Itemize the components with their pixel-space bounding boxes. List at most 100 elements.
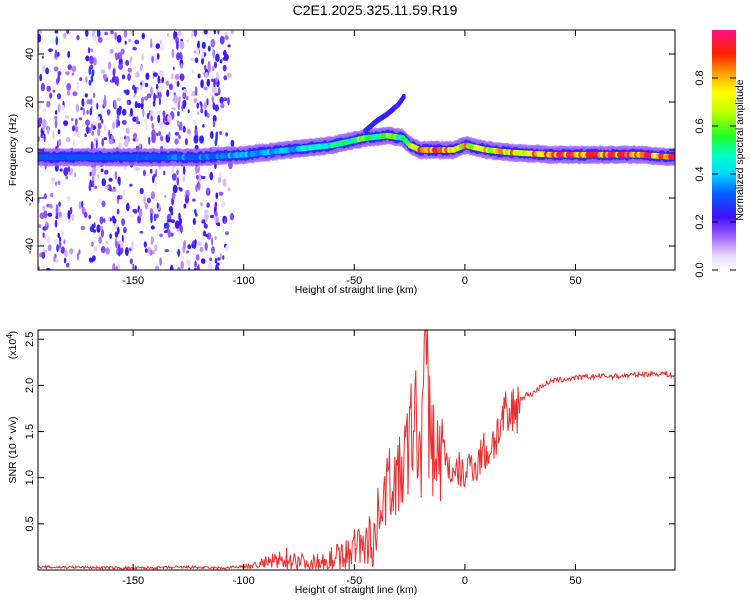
noise-speck: [188, 267, 191, 270]
noise-speck: [106, 109, 111, 115]
noise-speck: [114, 171, 118, 180]
noise-speck: [46, 203, 50, 208]
noise-speck: [212, 115, 217, 122]
noise-speck: [197, 73, 201, 79]
noise-speck: [130, 107, 133, 117]
noise-speck: [211, 237, 214, 246]
noise-speck: [107, 61, 112, 70]
noise-speck: [214, 92, 219, 97]
noise-speck: [227, 72, 232, 79]
noise-streak: [215, 211, 218, 217]
noise-speck: [74, 172, 77, 177]
noise-streak: [177, 121, 181, 126]
noise-speck: [79, 77, 83, 82]
noise-speck: [53, 255, 56, 263]
noise-streak: [215, 131, 219, 138]
noise-speck: [102, 73, 108, 80]
noise-speck: [40, 82, 46, 92]
noise-speck: [90, 75, 94, 83]
noise-speck: [168, 206, 173, 213]
noise-speck: [104, 169, 109, 175]
noise-speck: [118, 63, 123, 70]
noise-speck: [67, 210, 71, 220]
noise-speck: [142, 81, 146, 88]
noise-speck: [206, 78, 211, 87]
noise-speck: [83, 211, 88, 218]
noise-speck: [155, 168, 158, 177]
noise-speck: [48, 48, 53, 52]
x-tick-label: 0: [462, 275, 468, 287]
noise-speck: [38, 117, 43, 125]
noise-speck: [162, 110, 166, 118]
noise-speck: [155, 43, 161, 49]
noise-streak: [54, 49, 58, 58]
colorbar-gradient: [712, 30, 736, 270]
noise-speck: [141, 53, 145, 61]
noise-streak: [150, 115, 153, 122]
noise-speck: [93, 57, 97, 66]
noise-speck: [90, 48, 93, 53]
noise-speck: [155, 83, 159, 90]
noise-speck: [104, 31, 108, 36]
noise-speck: [153, 182, 158, 187]
noise-speck: [127, 67, 132, 73]
y-tick-label: 2.0: [24, 378, 36, 393]
noise-speck: [204, 64, 207, 71]
noise-speck: [206, 98, 209, 106]
noise-streak: [150, 86, 153, 96]
noise-speck: [114, 52, 118, 58]
noise-speck: [46, 125, 50, 135]
noise-speck: [85, 55, 90, 62]
noise-speck: [207, 64, 211, 73]
noise-streak: [90, 123, 94, 130]
noise-speck: [131, 241, 134, 246]
noise-speck: [44, 249, 48, 254]
y-tick-label: 1.5: [24, 424, 36, 439]
noise-speck: [99, 216, 104, 225]
noise-speck: [203, 101, 207, 111]
noise-speck: [200, 79, 205, 89]
noise-speck: [76, 34, 80, 41]
noise-speck: [171, 191, 176, 200]
noise-speck: [61, 246, 65, 253]
noise-speck: [192, 119, 197, 123]
noise-speck: [47, 244, 52, 252]
noise-speck: [181, 255, 185, 260]
noise-speck: [78, 201, 82, 210]
noise-speck: [176, 266, 181, 270]
noise-speck: [63, 167, 69, 177]
noise-speck: [116, 34, 122, 43]
noise-speck: [209, 257, 213, 261]
noise-speck: [122, 108, 127, 116]
noise-speck: [156, 53, 160, 60]
noise-speck: [66, 89, 71, 96]
ridge-core: [670, 154, 675, 161]
x-tick-label: -50: [346, 575, 362, 587]
noise-speck: [55, 216, 59, 219]
spectrogram-marks: [38, 30, 675, 270]
noise-streak: [198, 182, 201, 191]
noise-streak: [212, 49, 215, 59]
noise-speck: [193, 30, 198, 37]
noise-speck: [71, 117, 74, 122]
noise-speck: [57, 93, 61, 100]
y-tick-label: -20: [24, 190, 36, 206]
noise-streak: [55, 36, 59, 46]
noise-speck: [134, 39, 140, 45]
noise-speck: [136, 115, 139, 124]
noise-streak: [58, 241, 62, 249]
noise-streak: [54, 219, 58, 228]
noise-speck: [164, 249, 170, 253]
noise-speck: [132, 116, 138, 122]
noise-speck: [197, 111, 200, 115]
noise-streak: [178, 96, 181, 103]
noise-speck: [134, 265, 137, 270]
noise-speck: [215, 53, 220, 62]
noise-speck: [165, 121, 170, 126]
noise-streak: [197, 40, 200, 49]
noise-speck: [163, 222, 167, 229]
noise-speck: [82, 107, 85, 116]
noise-streak: [116, 114, 120, 121]
noise-speck: [86, 125, 89, 135]
noise-speck: [209, 171, 214, 181]
